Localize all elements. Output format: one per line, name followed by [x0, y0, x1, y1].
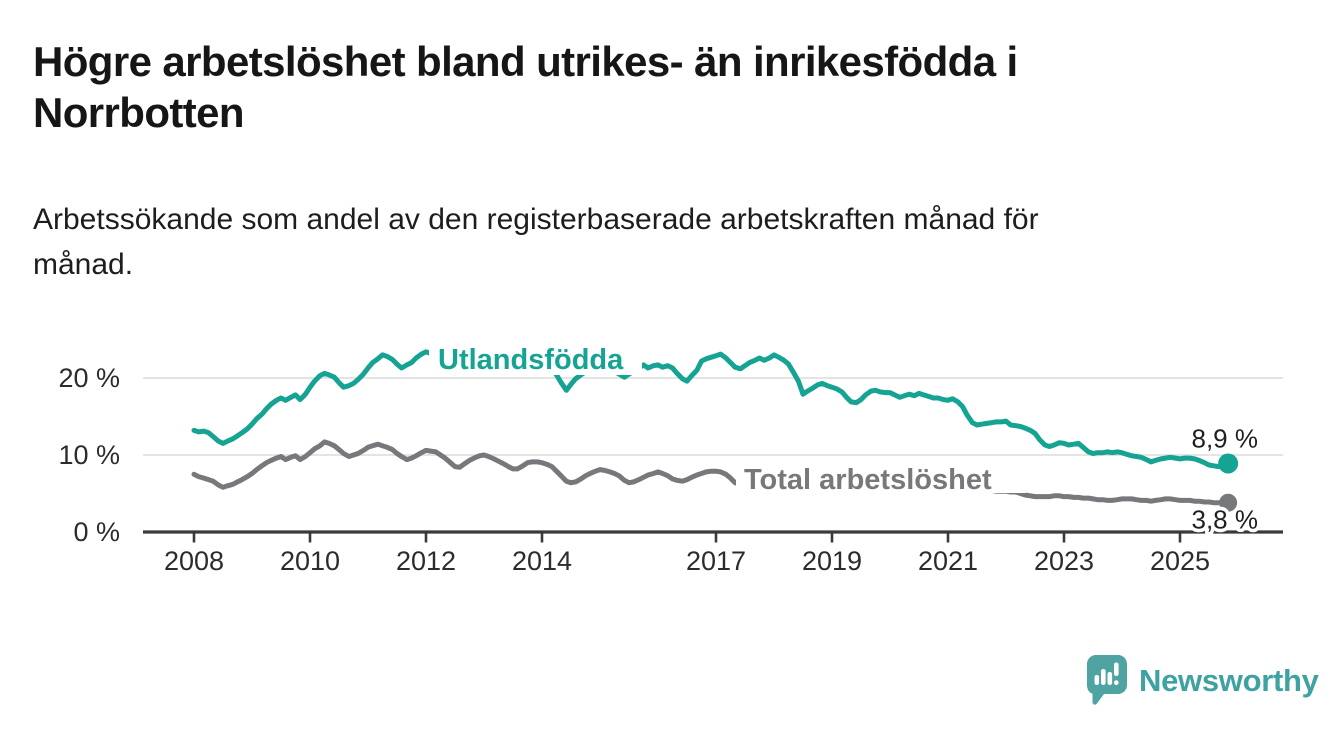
series-line-total-arbetsloshet [191, 439, 1231, 506]
newsworthy-logo-text: Newsworthy [1139, 663, 1319, 698]
page-title-line-1: Högre arbetslöshet bland utrikes- än inr… [33, 38, 1018, 85]
y-tick-label: 0 % [73, 517, 120, 547]
newsworthy-logo: Newsworthy [1086, 654, 1319, 708]
page-subtitle-line-1: Arbetssökande som andel av den registerb… [33, 203, 1039, 236]
series-label-halo-total-arbetsloshet [736, 459, 1026, 493]
series-label-total-arbetsloshet: Total arbetslöshet [744, 464, 992, 496]
series-line-utlandsfodda [191, 349, 1231, 470]
page-subtitle-line-2: månad. [33, 248, 134, 281]
page-subtitle: Arbetssökande som andel av den registerb… [33, 197, 1273, 287]
end-dot-utlandsfodda [1218, 453, 1239, 474]
page-title: Högre arbetslöshet bland utrikes- än inr… [33, 36, 1273, 138]
x-tick-label: 2012 [396, 546, 456, 576]
x-tick-label: 2023 [1034, 546, 1094, 576]
end-value-label-utlandsfodda: 8,9 % [1192, 423, 1259, 453]
x-tick-label: 2014 [512, 546, 572, 576]
series-label-utlandsfodda: Utlandsfödda [438, 344, 624, 376]
series-label-halo-utlandsfodda [429, 342, 642, 375]
end-value-label-total-arbetsloshet: 3,8 % [1192, 505, 1259, 535]
end-dot-total-arbetsloshet [1219, 493, 1238, 512]
x-tick-label: 2021 [918, 546, 978, 576]
page-title-line-2: Norrbotten [33, 89, 245, 136]
x-tick-label: 2017 [686, 546, 746, 576]
x-tick-label: 2010 [280, 546, 340, 576]
x-tick-label: 2019 [802, 546, 862, 576]
x-tick-label: 2008 [164, 546, 224, 576]
speech-bubble-bar-chart-icon [1087, 655, 1127, 705]
x-tick-label: 2025 [1150, 546, 1210, 576]
y-tick-label: 10 % [58, 440, 120, 470]
y-tick-label: 20 % [58, 363, 120, 393]
